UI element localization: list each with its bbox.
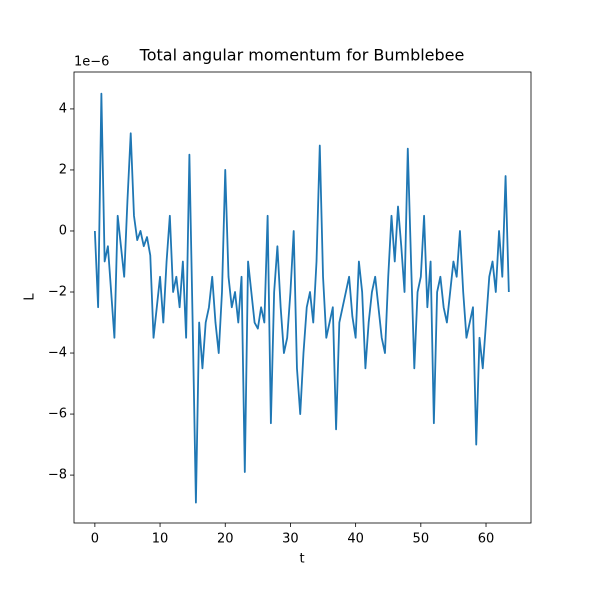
x-tick-label: 40 — [347, 532, 364, 547]
x-tick-label: 60 — [478, 532, 495, 547]
y-axis-label: L — [23, 293, 38, 301]
x-tick-label: 10 — [152, 532, 169, 547]
y-offset-label: 1e−6 — [74, 55, 109, 70]
x-tick-label: 0 — [91, 532, 99, 547]
y-tick-label: 2 — [59, 162, 67, 177]
x-tick-label: 30 — [282, 532, 299, 547]
y-tick-label: −8 — [48, 468, 67, 483]
line-series — [93, 92, 510, 504]
chart-title: Total angular momentum for Bumblebee — [139, 46, 465, 65]
y-tick-label: −2 — [48, 285, 67, 300]
y-tick-label: 0 — [59, 223, 67, 238]
x-axis-label: t — [299, 552, 304, 567]
x-tick-label: 20 — [217, 532, 234, 547]
y-tick-label: −4 — [48, 346, 67, 361]
plot-frame — [73, 71, 532, 524]
y-tick-label: −6 — [48, 407, 67, 422]
x-tick-label: 50 — [413, 532, 430, 547]
y-tick-label: 4 — [59, 101, 67, 116]
